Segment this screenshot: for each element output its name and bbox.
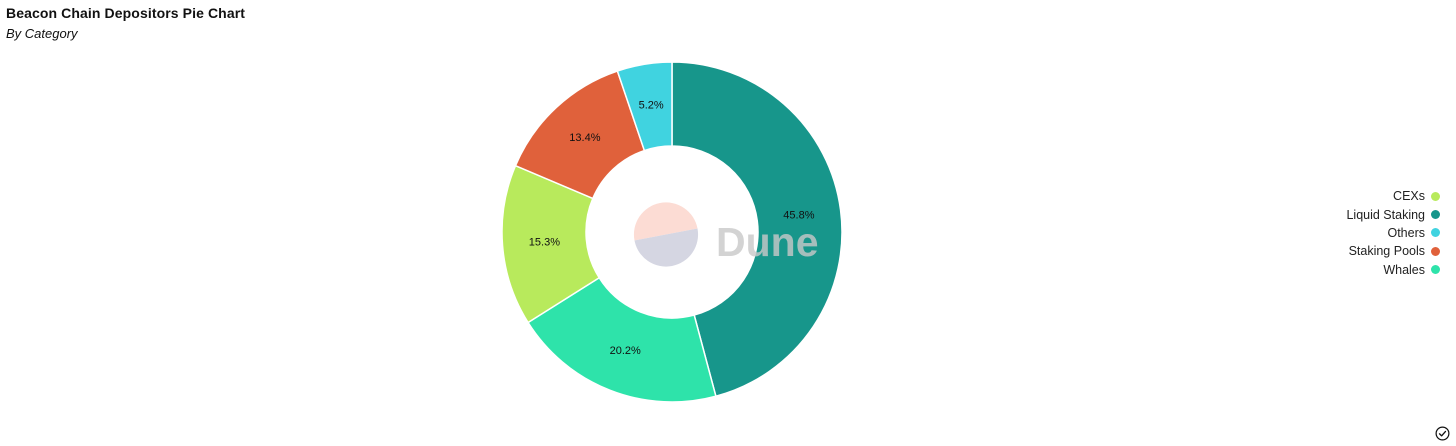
- watermark-text: Dune: [716, 219, 819, 265]
- chart-title: Beacon Chain Depositors Pie Chart: [6, 5, 246, 21]
- slice-label-whales: 20.2%: [610, 345, 641, 357]
- pie-slice-liquid-staking[interactable]: [671, 61, 843, 398]
- legend-label: Liquid Staking: [1346, 207, 1425, 222]
- dune-watermark: Dune: [633, 202, 819, 267]
- legend-label: Others: [1387, 225, 1425, 240]
- legend-label: Staking Pools: [1348, 244, 1425, 259]
- slice-label-cexs: 15.3%: [529, 236, 560, 248]
- legend-item-others[interactable]: Others: [1387, 224, 1440, 242]
- legend: CEXs Liquid Staking Others Staking Pools Wha…: [1346, 187, 1440, 279]
- check-circle-icon[interactable]: [1435, 426, 1450, 441]
- legend-swatch: [1431, 246, 1440, 256]
- legend-swatch: [1431, 191, 1440, 201]
- legend-swatch: [1431, 210, 1440, 220]
- chart-subtitle: By Category: [6, 26, 78, 41]
- slice-label-others: 5.2%: [639, 100, 664, 112]
- legend-item-staking-pools[interactable]: Staking Pools: [1349, 242, 1440, 260]
- legend-item-liquid-staking[interactable]: Liquid Staking: [1346, 205, 1440, 223]
- pie-slice-others[interactable]: [616, 61, 673, 152]
- pie-slice-cexs[interactable]: [501, 164, 601, 324]
- slice-label-staking-pools: 13.4%: [569, 132, 600, 144]
- legend-item-whales[interactable]: Whales: [1383, 261, 1440, 279]
- legend-label: Whales: [1383, 262, 1425, 277]
- slice-label-liquid-staking: 45.8%: [783, 209, 814, 221]
- legend-item-cexs[interactable]: CEXs: [1393, 187, 1440, 205]
- pie-slice-whales[interactable]: [527, 276, 717, 403]
- legend-swatch: [1431, 228, 1440, 238]
- legend-swatch: [1431, 265, 1440, 275]
- legend-label: CEXs: [1393, 189, 1425, 204]
